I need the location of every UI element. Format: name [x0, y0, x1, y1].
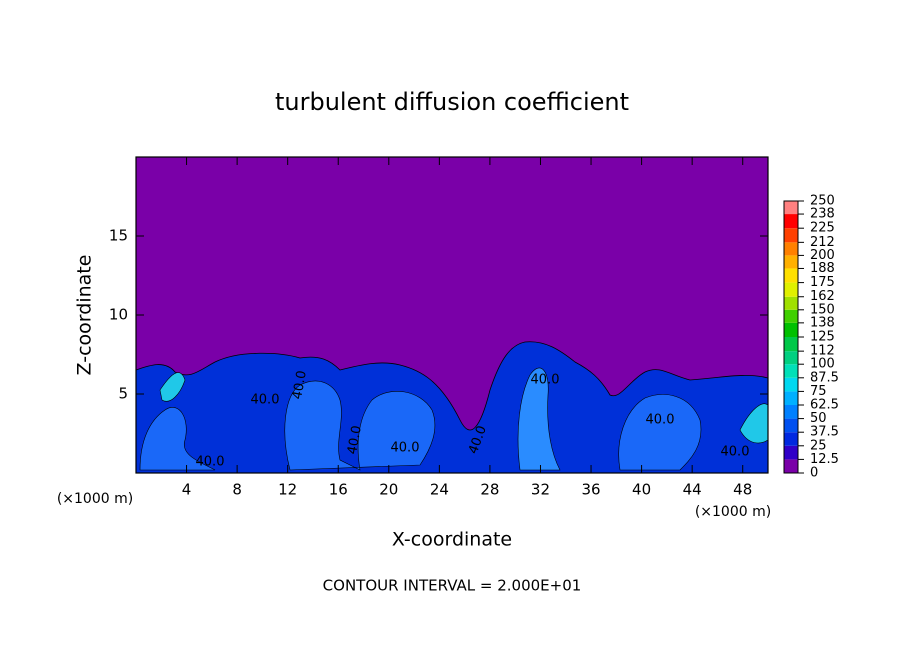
colorbar-swatch: [784, 351, 798, 365]
colorbar-label: 200: [810, 248, 835, 263]
contour-label: 40.0: [251, 393, 280, 408]
x-tick-label: 24: [430, 481, 449, 499]
contour-label: 40.0: [646, 413, 675, 428]
y-tick-label: 15: [109, 227, 128, 245]
colorbar-label: 75: [810, 384, 827, 399]
chart-title: turbulent diffusion coefficient: [275, 88, 629, 116]
turbulent-eddy: [618, 394, 702, 471]
colorbar-label: 112: [810, 344, 835, 359]
colorbar-label: 212: [810, 235, 835, 250]
colorbar-swatch: [784, 268, 798, 283]
contour-label: 40.0: [391, 441, 420, 456]
colorbar-label: 150: [810, 302, 835, 317]
y-axis-label: Z-coordinate: [74, 255, 96, 376]
contour-label: 40.0: [196, 455, 225, 470]
colorbar-label: 162: [810, 289, 835, 304]
colorbar-swatch: [784, 337, 798, 352]
colorbar-label: 188: [810, 261, 835, 276]
colorbar-label: 37.5: [810, 425, 839, 440]
colorbar-swatch: [784, 214, 798, 229]
colorbar-label: 50: [810, 411, 827, 426]
colorbar-swatch: [784, 242, 798, 256]
x-tick-label: 36: [581, 481, 600, 499]
colorbar-swatch: [784, 391, 798, 405]
colorbar-label: 125: [810, 330, 835, 345]
y-tick-label: 5: [118, 385, 128, 403]
colorbar-swatch: [784, 445, 798, 460]
colorbar-swatch: [784, 255, 798, 269]
contour-label: 40.0: [531, 373, 560, 388]
contour-label: 40.0: [345, 424, 365, 455]
x-tick-label: 44: [683, 481, 702, 499]
x-tick-label: 16: [329, 481, 348, 499]
colorbar-label: 87.5: [810, 370, 839, 385]
colorbar-swatch: [784, 459, 798, 473]
x-unit-label: (×1000 m): [695, 504, 771, 520]
colorbar-label: 62.5: [810, 398, 839, 413]
contour-label: 40.0: [721, 445, 750, 460]
x-unit-label: (×1000 m): [57, 491, 133, 507]
x-tick-label: 8: [232, 481, 242, 499]
x-tick-label: 4: [182, 481, 192, 499]
colorbar-label: 12.5: [810, 452, 839, 467]
turbulent-eddy: [284, 380, 436, 471]
colorbar-swatch: [784, 296, 798, 310]
colorbar-swatch: [784, 377, 798, 392]
turbulent-eddy: [517, 367, 561, 471]
x-axis-label: X-coordinate: [392, 529, 512, 551]
x-tick-label: 40: [632, 481, 651, 499]
colorbar-label: 238: [810, 207, 835, 222]
colorbar-swatch: [784, 432, 798, 446]
x-tick-label: 48: [733, 481, 752, 499]
colorbar-swatch: [784, 405, 798, 419]
colorbar-swatch: [784, 418, 798, 433]
x-tick-label: 32: [531, 481, 550, 499]
colorbar-label: 225: [810, 221, 835, 236]
colorbar-label: 0: [810, 466, 818, 481]
contour-label: 40.0: [290, 369, 310, 400]
colorbar-swatch: [784, 309, 798, 323]
turbulent-eddy: [159, 372, 186, 402]
x-tick-label: 28: [480, 481, 499, 499]
field: [135, 156, 769, 474]
colorbar-swatch: [784, 282, 798, 297]
colorbar-swatch: [784, 322, 798, 337]
x-tick-label: 12: [278, 481, 297, 499]
colorbar-label: 250: [810, 194, 835, 209]
colorbar-swatch: [784, 201, 798, 215]
colorbar-label: 100: [810, 357, 835, 372]
colorbar-label: 175: [810, 275, 835, 290]
footer-note: CONTOUR INTERVAL = 2.000E+01: [323, 577, 582, 595]
colorbar-swatch: [784, 228, 798, 243]
colorbar-label: 138: [810, 315, 835, 330]
x-tick-label: 20: [379, 481, 398, 499]
colorbar-swatch: [784, 364, 798, 378]
colorbar-label: 25: [810, 438, 827, 453]
turbulent-eddy: [139, 407, 216, 471]
y-tick-label: 10: [109, 306, 128, 324]
